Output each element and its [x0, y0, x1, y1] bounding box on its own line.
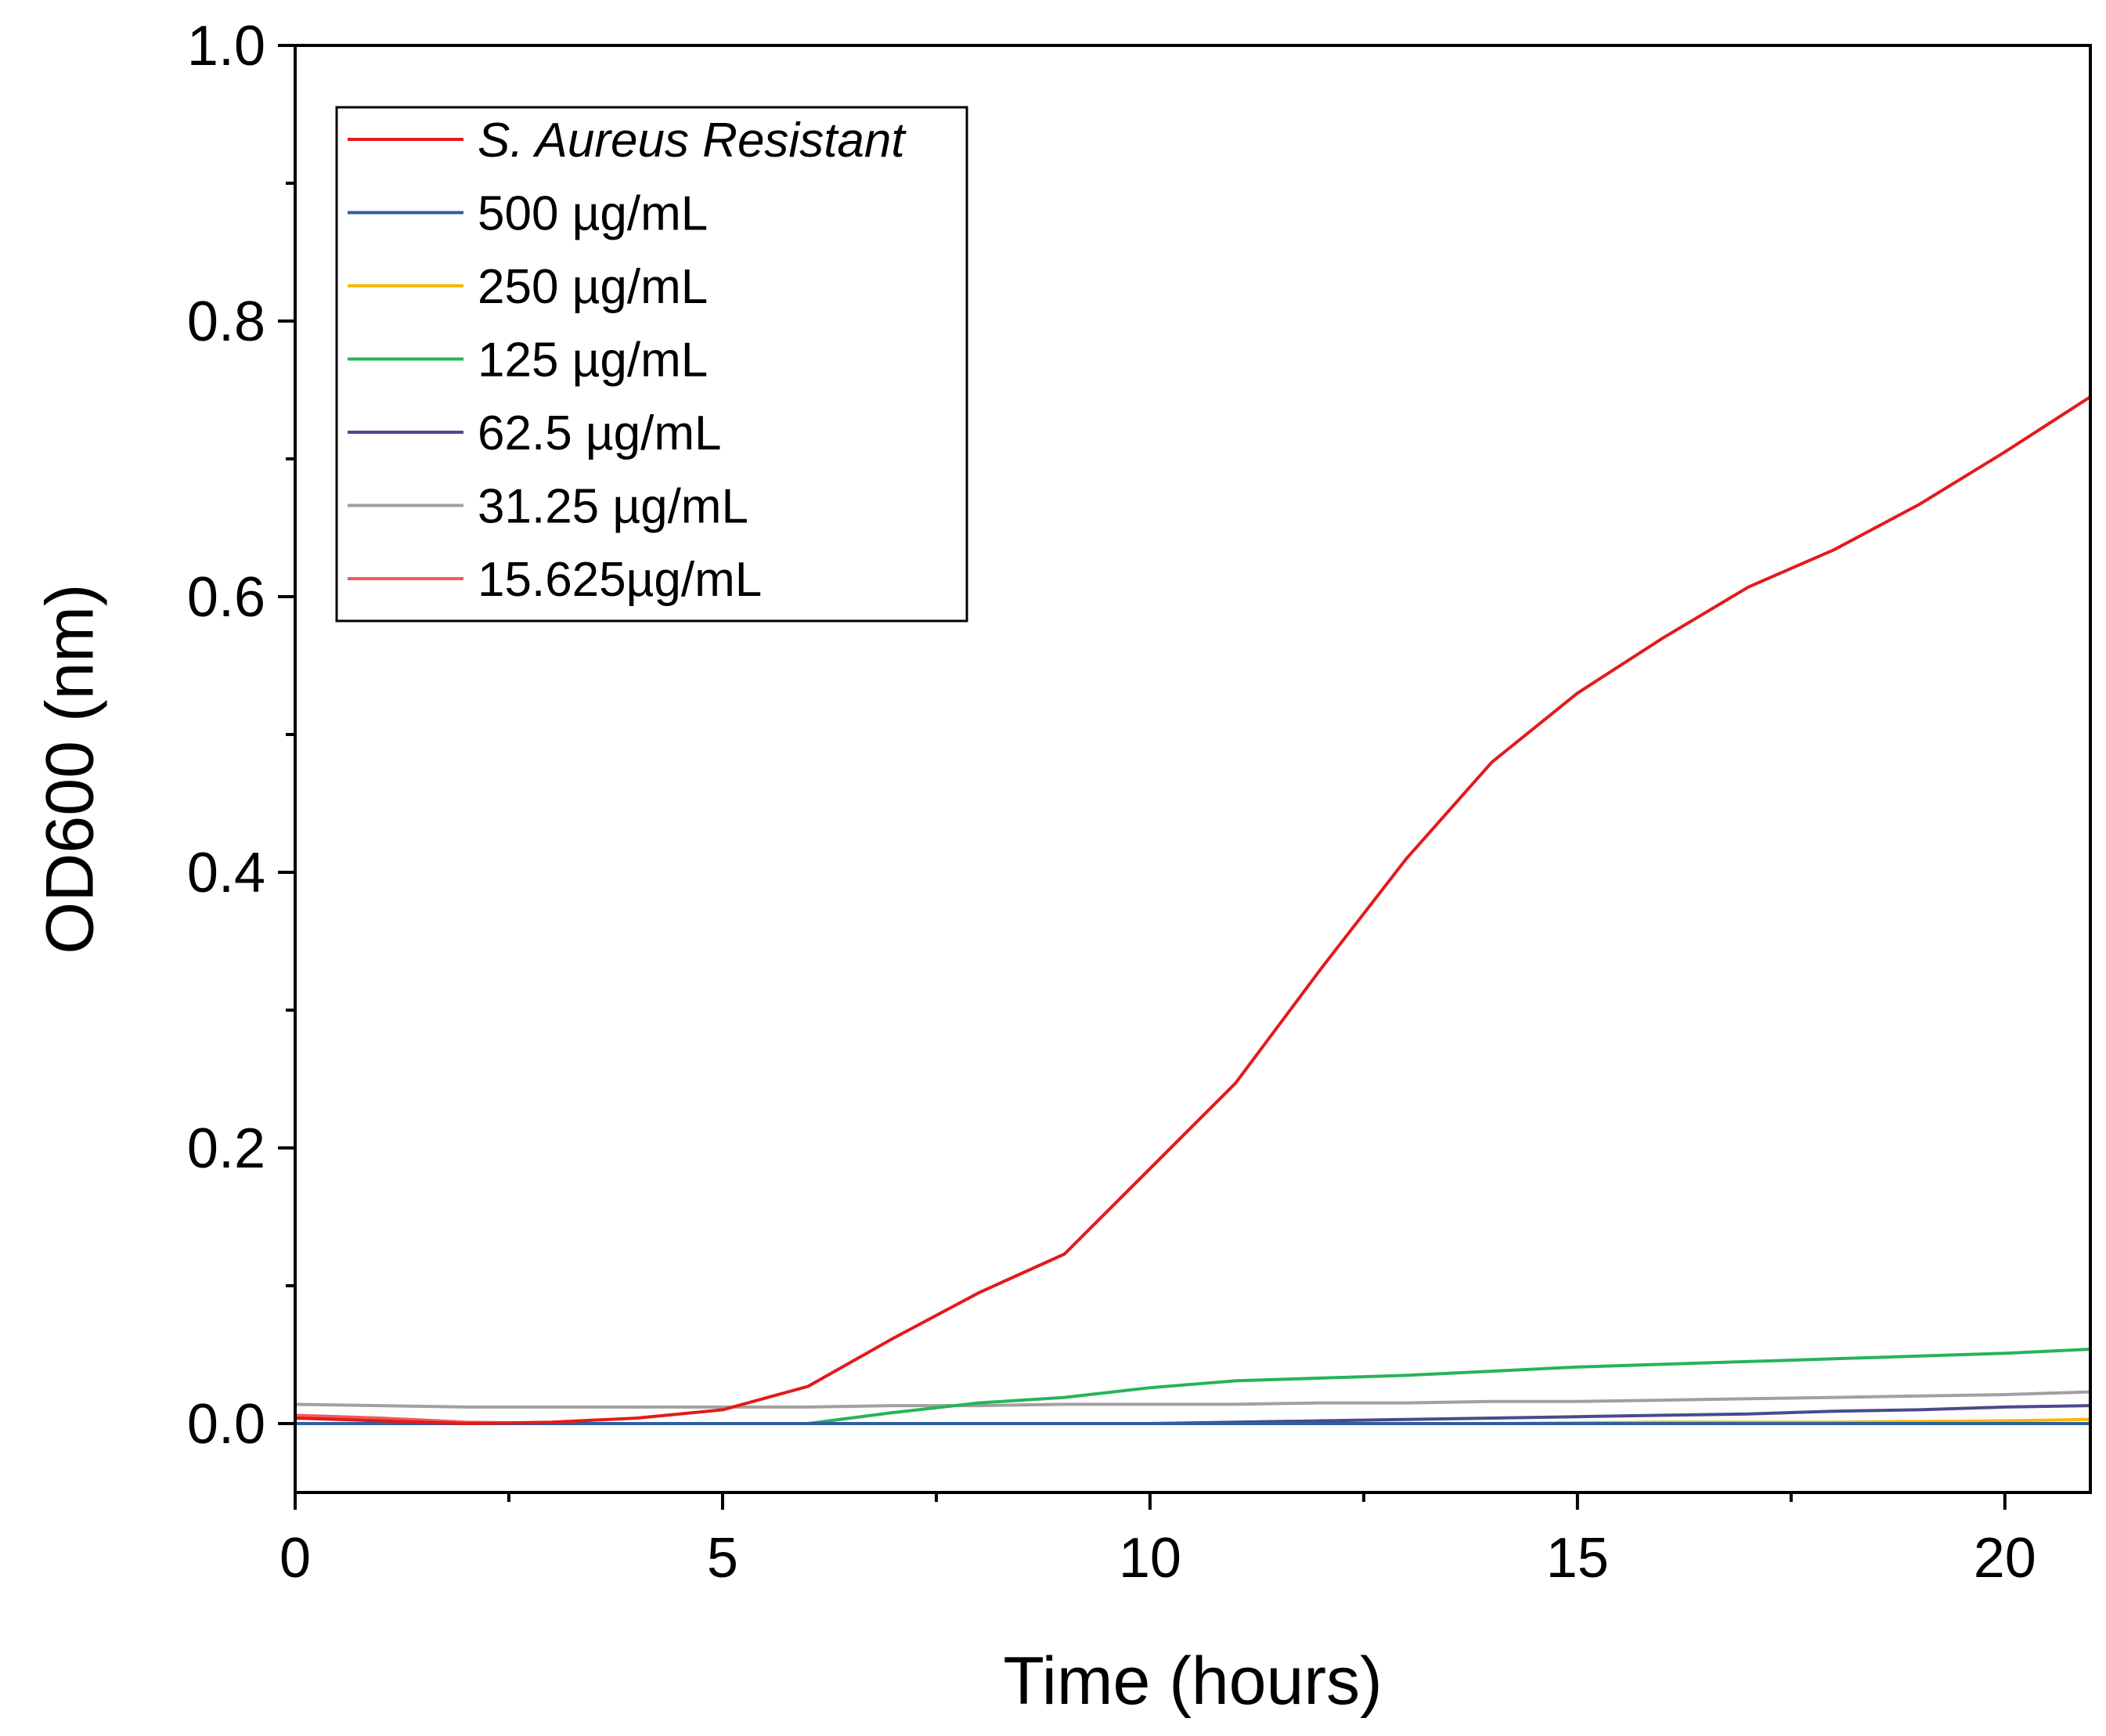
series-layer [294, 395, 2092, 1425]
legend-label-s-aureus-resistant: S. Aureus Resistant [478, 114, 907, 168]
x-tick-label: 5 [707, 1527, 738, 1590]
y-tick-label: 0.6 [187, 566, 265, 629]
series-line-125-g-ml [294, 1348, 2092, 1425]
legend-label-125-g-ml: 125 µg/mL [478, 334, 708, 388]
series-line-s-aureus-resistant [294, 395, 2092, 1425]
legend: S. Aureus Resistant 500 µg/mL 250 µg/mL 125… [335, 106, 968, 623]
x-tick-label: 15 [1546, 1527, 1609, 1590]
legend-label-250-g-ml: 250 µg/mL [478, 260, 708, 314]
plot-frame [294, 44, 2092, 1494]
y-tick-label: 0.2 [187, 1117, 265, 1180]
legend-label-62-5-g-ml: 62.5 µg/mL [478, 406, 721, 460]
legend-label-500-g-ml: 500 µg/mL [478, 187, 708, 241]
legend-entries: S. Aureus Resistant 500 µg/mL 250 µg/mL 125… [348, 114, 907, 607]
y-tick-label: 0.0 [187, 1393, 265, 1456]
y-axis-title: OD600 (nm) [33, 583, 108, 954]
legend-box [335, 106, 968, 623]
legend-label-31-25-g-ml: 31.25 µg/mL [478, 480, 748, 534]
series-line-31-25-g-ml [294, 1390, 2092, 1409]
y-tick-label: 0.4 [187, 842, 265, 904]
x-tick-label: 20 [1974, 1527, 2036, 1590]
x-axis-title: Time (hours) [1003, 1644, 1382, 1719]
y-tick-label: 0.8 [187, 291, 265, 353]
x-tick-label: 10 [1119, 1527, 1181, 1590]
x-tick-label: 0 [279, 1527, 311, 1590]
y-tick-label: 1.0 [187, 15, 265, 78]
legend-label-15-625-g-ml: 15.625µg/mL [478, 553, 762, 607]
ticks-layer: 0 5 10 15 20 0.0 0.2 0.4 0.6 0.8 1.0 [187, 15, 2036, 1590]
